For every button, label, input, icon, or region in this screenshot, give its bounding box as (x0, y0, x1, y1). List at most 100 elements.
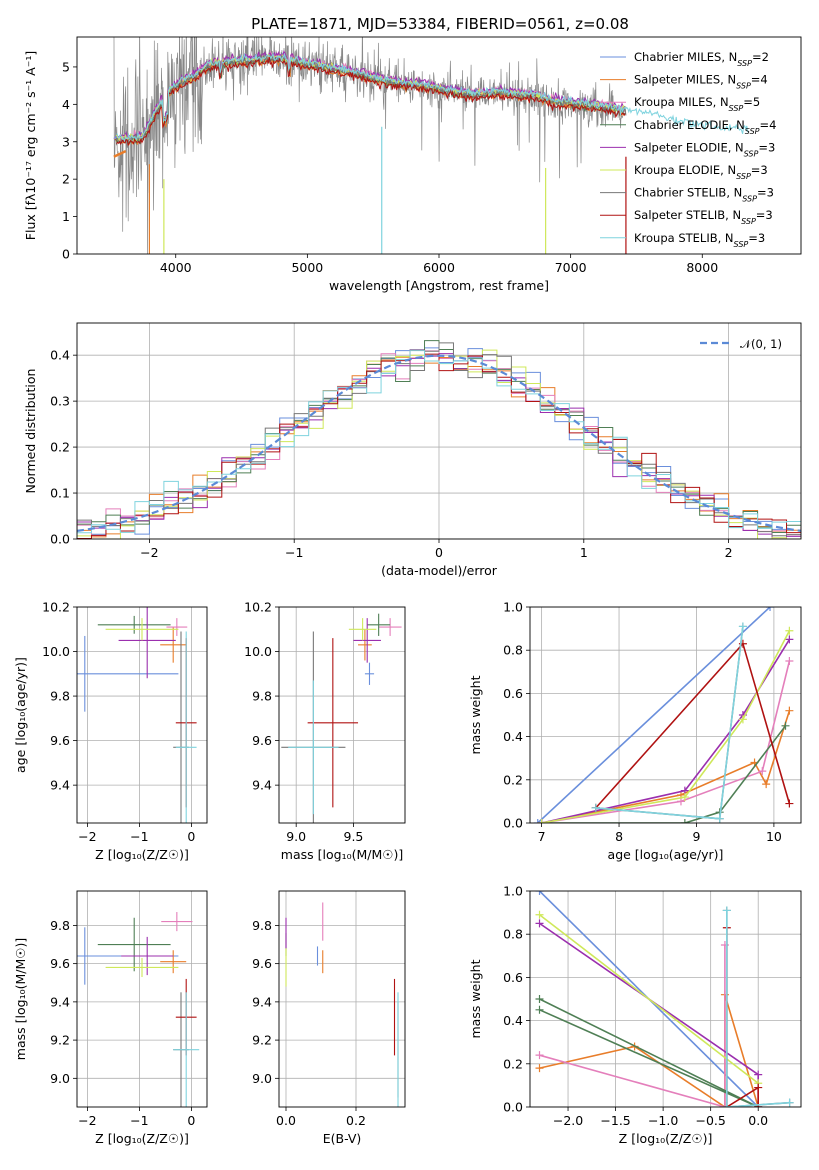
mass-vs-ebv-ytick-label: 9.0 (252, 1071, 272, 1086)
mass-vs-ebv-plot-area (279, 891, 405, 1107)
mass-vs-Z-panel: −2 −1 0 9.0 9.2 9.4 9.6 9.8 Z [log₁₀(Z/Z☉)] mass … (13, 890, 208, 1146)
gaussian-curve (77, 354, 801, 532)
weight-marker (738, 715, 747, 724)
weight-marker (758, 767, 767, 776)
spectrum-ytick-label: 5 (62, 59, 70, 74)
age-vs-Z-ytick-label: 9.6 (50, 733, 70, 748)
weight-vs-Z-frame (529, 890, 802, 1108)
weight-line (539, 998, 759, 1107)
weight-vs-Z-xtick-label: −1.0 (648, 1113, 678, 1128)
weight-vs-age-ylabel: mass weight (468, 675, 483, 754)
age-vs-mass-ytick-label: 9.6 (252, 733, 272, 748)
weight-line (595, 626, 744, 820)
mass-vs-ebv-xlabel: E(B-V) (323, 1131, 362, 1146)
residual-histogram-ytick-label: 0.4 (50, 348, 70, 363)
weight-marker (680, 793, 689, 802)
age-vs-mass-ytick-label: 10.2 (244, 600, 272, 615)
weight-marker (738, 622, 747, 631)
mass-vs-Z-xtick-label: −1 (130, 1113, 148, 1128)
legend-label: Salpeter MILES, NSSP=4 (634, 73, 768, 91)
residual-histogram-xtick-label: 1 (580, 545, 588, 560)
age-vs-mass-plot-area (279, 607, 405, 823)
weight-line (541, 710, 791, 823)
histogram-series (77, 349, 801, 539)
weight-vs-age-xtick-label: 9 (692, 829, 700, 844)
weight-vs-Z-ytick-label: 0.4 (503, 1013, 523, 1028)
weight-marker (535, 910, 544, 919)
age-vs-Z-ytick-label: 10.0 (42, 644, 70, 659)
mass-vs-Z-xlabel: Z [log₁₀(Z/Z☉)] (95, 1131, 189, 1146)
weight-marker (754, 1083, 763, 1092)
mass-vs-Z-ytick-label: 9.4 (50, 994, 70, 1009)
weight-marker (754, 1070, 763, 1079)
legend-label: Chabrier ELODIE, NSSP=4 (634, 118, 776, 136)
weight-marker (781, 721, 790, 730)
weight-vs-age-ytick-label: 0.8 (503, 643, 523, 658)
weight-vs-Z-plot-area (530, 891, 801, 1107)
weight-vs-age-xlabel: age [log₁₀(age/yr)] (608, 847, 724, 862)
spectrum-ytick-label: 4 (62, 97, 70, 112)
model-edge (113, 149, 127, 158)
age-vs-mass-ytick-label: 9.4 (252, 778, 272, 793)
legend-label: Salpeter STELIB, NSSP=3 (634, 208, 773, 226)
weight-vs-Z-xtick-label: −2.0 (553, 1113, 583, 1128)
legend-label: Kroupa ELODIE, NSSP=3 (634, 163, 768, 181)
mass-vs-Z-xtick-label: −2 (78, 1113, 96, 1128)
weight-vs-Z-xtick-label: 0.0 (748, 1113, 768, 1128)
spectrum-xtick-label: 4000 (160, 260, 192, 275)
weight-marker (715, 814, 724, 823)
residual-histogram-plot-area (77, 323, 801, 539)
weight-marker (535, 1051, 544, 1060)
residual-histogram-ytick-label: 0.2 (50, 440, 70, 455)
residual-histogram-xtick-label: −1 (285, 545, 303, 560)
weight-line (541, 638, 791, 823)
weight-marker (535, 891, 544, 895)
spectrum-ytick-label: 1 (62, 209, 70, 224)
weight-line (539, 945, 726, 1107)
legend-label: Chabrier STELIB, NSSP=3 (634, 186, 774, 204)
age-vs-mass-xtick-label: 9.0 (286, 829, 306, 844)
weight-vs-Z-panel: −2.0 −1.5 −1.0 −0.5 0.0 0.0 0.2 0.4 0.6 0.8 1.0 Z [… (468, 884, 802, 1146)
mass-vs-ebv-frame (278, 890, 406, 1108)
age-vs-mass-xlabel: mass [log₁₀(M/M☉)] (281, 847, 403, 862)
residual-histogram-ytick-label: 0.3 (50, 394, 70, 409)
age-vs-Z-xlabel: Z [log₁₀(Z/Z☉)] (95, 847, 189, 862)
weight-vs-Z-xtick-label: −1.5 (600, 1113, 630, 1128)
weight-marker (785, 657, 794, 665)
weight-line (541, 660, 791, 823)
weight-marker (785, 706, 794, 715)
mass-vs-ebv-xtick-label: 0.0 (276, 1113, 296, 1128)
weight-line (595, 626, 744, 820)
mass-vs-ebv-xtick-label: 0.2 (346, 1113, 366, 1128)
weight-marker (535, 919, 544, 928)
mass-vs-Z-xtick-label: 0 (187, 1113, 195, 1128)
age-vs-Z-ytick-label: 9.8 (50, 689, 70, 704)
weight-vs-age-xtick-label: 10 (766, 829, 782, 844)
spectrum-panel: 4000 5000 6000 7000 8000 0 1 2 3 4 5 wavelength [An… (23, 36, 802, 293)
weight-vs-age-panel: 7 8 9 10 0.0 0.2 0.4 0.6 0.8 1.0 age [log₁₀(age/yr… (468, 600, 802, 862)
weight-vs-age-ytick-label: 1.0 (503, 600, 523, 615)
mass-vs-ebv-panel: 0.0 0.2 9.0 9.2 9.4 9.6 9.8 E(B-V) (252, 890, 406, 1146)
age-vs-Z-ytick-label: 10.2 (42, 600, 70, 615)
weight-marker (720, 941, 729, 949)
legend-label: Salpeter ELODIE, NSSP=3 (634, 140, 775, 158)
mass-vs-Z-plot-area (77, 891, 207, 1107)
age-vs-mass-xtick-label: 9.5 (344, 829, 364, 844)
weight-marker (722, 906, 731, 915)
legend-label: Kroupa MILES, NSSP=5 (634, 95, 760, 113)
spectrum-xtick-label: 5000 (291, 260, 323, 275)
age-vs-Z-xtick-label: 0 (187, 829, 195, 844)
mass-vs-Z-ytick-label: 9.2 (50, 1033, 70, 1048)
weight-vs-age-ytick-label: 0.2 (503, 772, 523, 787)
model-spectrum (116, 55, 626, 147)
weight-vs-Z-xtick-label: −0.5 (695, 1113, 725, 1128)
age-vs-Z-xtick-label: −1 (130, 829, 148, 844)
weight-vs-age-frame (529, 606, 802, 824)
spectrum-xlabel: wavelength [Angstrom, rest frame] (329, 278, 549, 293)
residual-histogram-panel: −2 −1 0 1 2 0.0 0.1 0.2 0.3 0.4 (data-model)/error… (23, 322, 802, 578)
mass-vs-ebv-ytick-label: 9.4 (252, 994, 272, 1009)
weight-vs-Z-xlabel: Z [log₁₀(Z/Z☉)] (619, 1131, 713, 1146)
weight-marker (591, 803, 600, 812)
mass-vs-ebv-ytick-label: 9.6 (252, 956, 272, 971)
spectrum-ytick-label: 2 (62, 172, 70, 187)
